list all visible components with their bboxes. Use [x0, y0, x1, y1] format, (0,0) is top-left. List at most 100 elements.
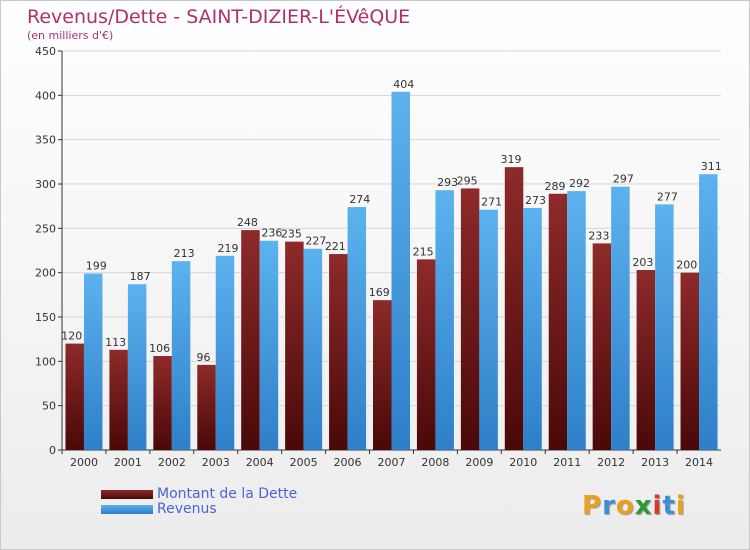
x-tick-label: 2012 [597, 456, 625, 469]
y-tick-label: 300 [35, 178, 56, 191]
data-label: 293 [437, 176, 458, 189]
data-label: 404 [393, 78, 414, 91]
bar-dette [109, 349, 128, 450]
data-label: 277 [657, 190, 678, 203]
logo-letter: i [675, 491, 686, 521]
x-tick-label: 2000 [70, 456, 98, 469]
bar-dette [285, 241, 304, 450]
data-label: 235 [281, 228, 302, 241]
bar-dette [592, 243, 612, 450]
data-label: 274 [349, 193, 370, 206]
bar-revenus [523, 207, 542, 450]
legend-label-revenus: Revenus [157, 501, 217, 517]
legend-label-debt: Montant de la Dette [157, 486, 298, 502]
data-label: 215 [413, 245, 434, 258]
data-label: 169 [369, 286, 390, 299]
data-label: 311 [701, 160, 722, 173]
y-tick-label: 350 [35, 134, 56, 147]
y-tick-label: 400 [35, 89, 56, 102]
data-label: 221 [325, 240, 346, 253]
bar-dette [329, 254, 348, 450]
x-tick-label: 2002 [158, 456, 186, 469]
y-tick-label: 250 [35, 222, 56, 235]
data-label: 200 [676, 259, 697, 272]
data-label: 289 [544, 180, 565, 193]
data-label: 319 [501, 153, 522, 166]
bar-revenus [127, 284, 147, 450]
data-label: 219 [218, 242, 239, 255]
proxiti-logo: Proxiti [582, 491, 686, 521]
data-label: 227 [305, 235, 326, 248]
bar-revenus [83, 273, 103, 450]
bar-revenus [655, 204, 674, 450]
bar-dette [636, 270, 656, 450]
bar-dette [504, 167, 524, 451]
x-tick-label: 2010 [509, 456, 537, 469]
data-label: 273 [525, 194, 546, 207]
bar-revenus [215, 255, 235, 450]
data-label: 248 [237, 216, 258, 229]
x-tick-label: 2009 [465, 456, 493, 469]
data-label: 199 [86, 260, 107, 273]
data-label: 213 [174, 247, 195, 260]
bar-revenus [479, 209, 498, 450]
bar-revenus [611, 186, 630, 450]
x-tick-label: 2005 [290, 456, 318, 469]
logo-letter: P [582, 491, 603, 521]
bar-revenus [171, 261, 191, 450]
bar-dette [680, 272, 700, 450]
y-tick-label: 150 [35, 311, 56, 324]
y-tick-label: 450 [35, 45, 56, 58]
bar-dette [153, 356, 172, 450]
bar-revenus [699, 174, 718, 450]
bar-revenus [303, 248, 323, 450]
bar-revenus [435, 190, 454, 450]
x-tick-label: 2014 [685, 456, 713, 469]
logo-letter: i [652, 491, 663, 521]
data-label: 113 [105, 336, 126, 349]
legend-swatch-debt [101, 490, 153, 499]
y-tick-label: 100 [35, 355, 56, 368]
chart-title: Revenus/Dette - SAINT-DIZIER-L'ÉVêQUE [27, 6, 411, 28]
bar-dette [373, 300, 392, 450]
data-label: 236 [261, 227, 282, 240]
y-tick-label: 50 [42, 400, 56, 413]
x-tick-label: 2007 [378, 456, 406, 469]
x-tick-label: 2008 [421, 456, 449, 469]
data-label: 297 [613, 173, 634, 186]
legend-swatch-revenus [101, 505, 153, 514]
bar-revenus [567, 191, 586, 451]
x-tick-label: 2011 [553, 456, 581, 469]
data-label: 187 [130, 270, 151, 283]
y-tick-label: 200 [35, 267, 56, 280]
bar-dette [460, 188, 480, 450]
bar-revenus [391, 91, 410, 450]
bar-dette [241, 230, 260, 450]
data-label: 292 [569, 177, 590, 190]
data-label: 96 [197, 351, 211, 364]
chart-subtitle: (en milliers d'€) [27, 29, 114, 42]
bar-dette [416, 259, 436, 450]
logo-letter: o [615, 491, 635, 521]
data-label: 106 [149, 342, 170, 355]
y-tick-label: 0 [49, 444, 56, 457]
bar-dette [65, 343, 84, 450]
x-tick-label: 2006 [334, 456, 362, 469]
bar-revenus [347, 207, 367, 450]
bar-revenus [259, 240, 279, 450]
logo-letter: r [602, 491, 616, 521]
bar-dette [548, 193, 568, 450]
data-label: 120 [61, 330, 82, 343]
data-label: 233 [588, 229, 609, 242]
data-label: 203 [632, 256, 653, 269]
bars [65, 91, 718, 451]
data-label: 295 [457, 174, 478, 187]
x-tick-label: 2003 [202, 456, 230, 469]
x-tick-label: 2001 [114, 456, 142, 469]
bar-dette [197, 364, 216, 450]
x-tick-label: 2004 [246, 456, 274, 469]
